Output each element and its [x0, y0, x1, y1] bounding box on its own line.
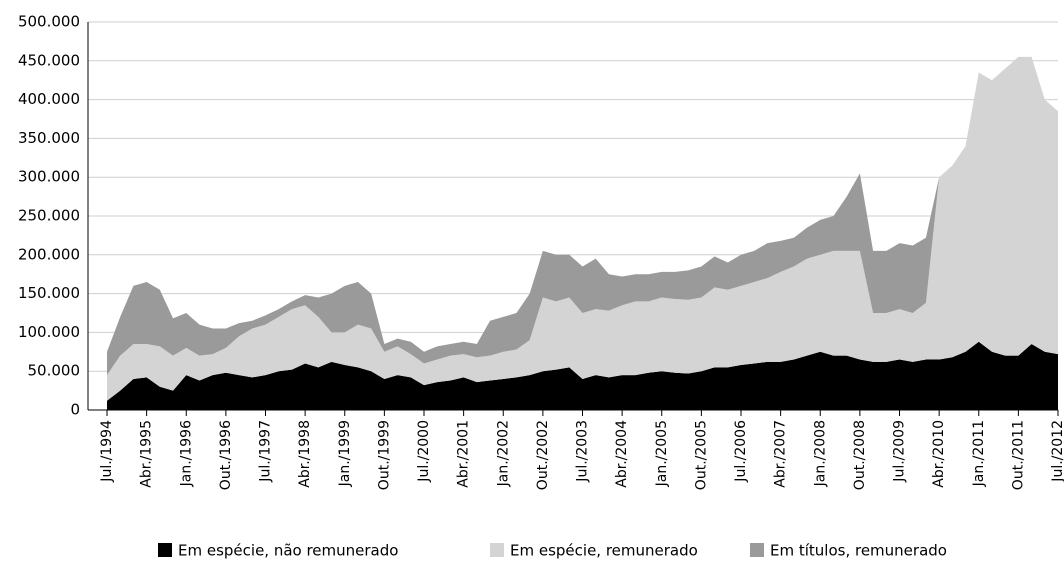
x-tick-label: Out./2002	[535, 420, 551, 490]
x-tick-label: Abr./1998	[297, 420, 313, 488]
x-tick-label: Abr./2010	[931, 420, 947, 488]
x-tick-label: Jul./1994	[99, 420, 115, 483]
y-tick-label: 450.000	[18, 51, 80, 69]
x-tick-label: Jul./2000	[416, 420, 432, 483]
x-tick-label: Abr./1995	[139, 420, 155, 488]
x-tick-label: Out./2011	[1010, 420, 1026, 490]
x-tick-label: Jan./2008	[812, 420, 828, 487]
legend-swatch	[490, 543, 504, 557]
x-tick-label: Abr./2001	[456, 420, 472, 488]
y-tick-label: 250.000	[18, 207, 80, 225]
legend-swatch	[158, 543, 172, 557]
y-tick-label: 350.000	[18, 129, 80, 147]
x-tick-label: Out./2008	[852, 420, 868, 490]
x-tick-label: Jan./2011	[971, 420, 987, 487]
x-tick-label: Jul./2006	[733, 420, 749, 483]
y-tick-label: 0	[70, 401, 80, 419]
area	[107, 56, 1058, 401]
legend-label: Em títulos, remunerado	[770, 542, 947, 560]
x-tick-label: Jan./1999	[337, 420, 353, 487]
x-tick-label: Jul./2003	[575, 420, 591, 483]
y-tick-label: 50.000	[28, 362, 81, 380]
x-tick-label: Jul./1997	[258, 420, 274, 483]
x-tick-label: Jan./2002	[495, 420, 511, 487]
legend-label: Em espécie, não remunerado	[178, 542, 398, 560]
x-tick-label: Abr./2004	[614, 420, 630, 488]
x-tick-label: Jan./1996	[178, 420, 194, 487]
y-tick-label: 150.000	[18, 284, 80, 302]
area	[107, 56, 1058, 376]
legend-label: Em espécie, remunerado	[510, 542, 698, 560]
y-tick-label: 100.000	[18, 323, 80, 341]
x-tick-label: Abr./2007	[773, 420, 789, 488]
y-tick-label: 500.000	[18, 13, 80, 31]
x-tick-label: Jul./2009	[892, 420, 908, 483]
x-tick-label: Jan./2005	[654, 420, 670, 487]
x-tick-label: Out./1999	[376, 420, 392, 490]
x-tick-label: Out./2005	[693, 420, 709, 490]
y-tick-label: 400.000	[18, 90, 80, 108]
area	[107, 341, 1058, 410]
legend-swatch	[750, 543, 764, 557]
y-tick-label: 200.000	[18, 245, 80, 263]
x-tick-label: Jul./2012	[1050, 420, 1064, 483]
x-tick-label: Out./1996	[218, 420, 234, 490]
y-tick-label: 300.000	[18, 168, 80, 186]
